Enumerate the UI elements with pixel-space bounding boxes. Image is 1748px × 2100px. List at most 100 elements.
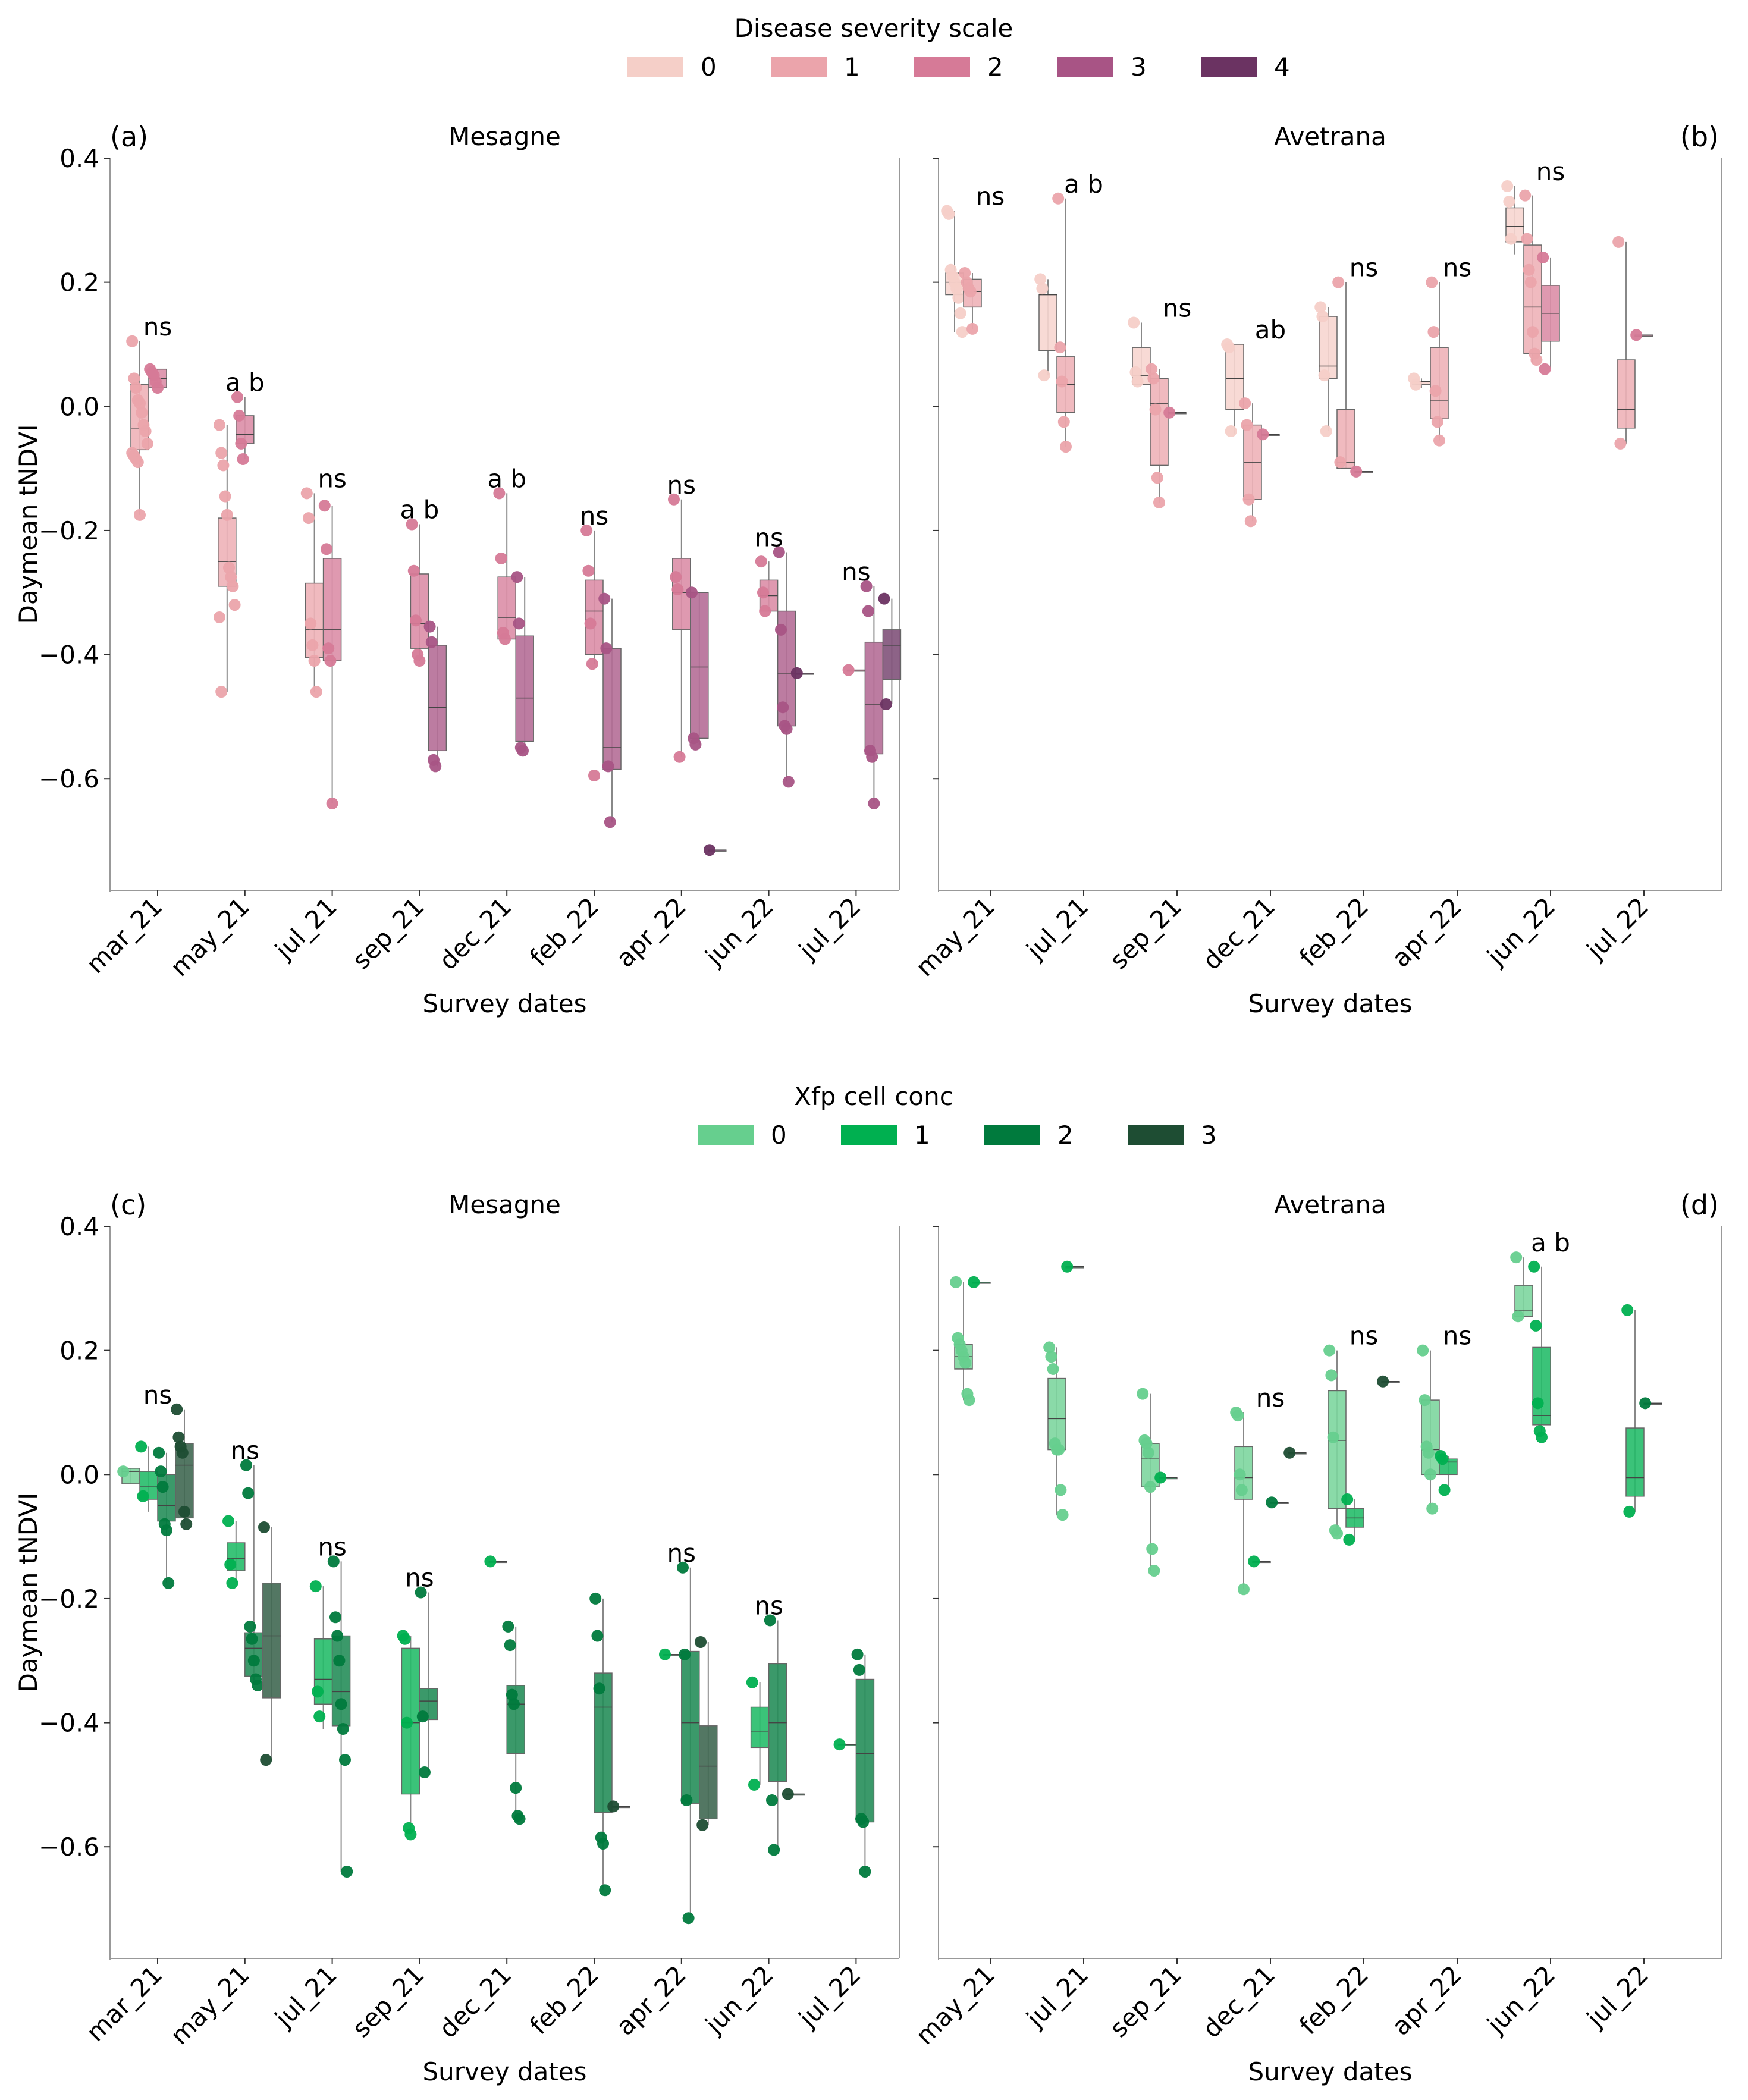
data-point [404,1828,417,1841]
data-point [868,797,880,809]
legend-swatch-4 [1201,57,1257,77]
data-point [221,508,233,521]
x-tick-label: dec_21 [434,892,517,975]
box [882,629,902,680]
data-point [1316,310,1329,323]
data-point [225,571,237,583]
data-point [860,580,873,592]
legend-label-1: 1 [914,1120,930,1150]
significance-label: ns [754,523,783,552]
data-point [401,1716,413,1729]
data-point [584,617,597,630]
data-point [244,1620,256,1633]
data-point [952,291,965,304]
data-point [324,655,337,667]
data-point [513,617,525,630]
data-point [759,605,771,617]
data-point [222,1515,234,1527]
data-point [1239,397,1251,410]
data-point [333,1655,346,1667]
data-point [223,561,235,574]
y-axis-label: Daymean tNDVI [14,1493,43,1693]
data-point [588,770,600,782]
data-point [419,1766,431,1779]
data-point [959,1357,972,1369]
data-point [172,1431,185,1443]
data-point [226,1577,238,1589]
data-point [775,623,787,636]
x-axis-label: Survey dates [422,989,586,1018]
box [594,1672,613,1813]
data-point [407,564,420,577]
data-point [337,1723,349,1735]
data-point [413,655,426,667]
box [690,592,709,739]
significance-label: a b [1064,169,1103,199]
data-point [964,285,977,298]
data-point [214,611,225,623]
data-point [327,1555,340,1568]
data-point [963,1394,975,1407]
data-point [782,1788,794,1800]
data-point [252,1679,264,1691]
data-point [176,1446,189,1459]
significance-label: ns [231,1436,260,1465]
data-point [689,738,702,751]
x-tick-label: dec_21 [1197,1960,1281,2044]
data-point [1614,437,1627,450]
data-point [309,1580,322,1593]
legend-swatch-3 [1128,1125,1184,1145]
legend-swatch-2 [914,57,970,77]
data-point [1519,189,1532,202]
significance-label: ns [405,1564,434,1593]
data-point [308,655,321,667]
x-tick-label: sep_21 [1104,1960,1187,2043]
x-axis-label: Survey dates [422,2057,586,2086]
x-tick-label: jul_22 [793,1960,866,2033]
data-point [1612,236,1625,248]
legend-label-3: 3 [1131,52,1147,81]
data-point [1232,1410,1244,1422]
y-tick-label: −0.4 [39,1709,99,1738]
data-point [1630,329,1643,341]
x-tick-label: jun_22 [699,892,779,971]
data-point [1146,363,1158,375]
box [428,645,447,752]
legend-swatch-0 [698,1125,754,1145]
data-point [780,723,793,735]
panel-title: Avetrana [1274,1190,1386,1219]
box [1319,316,1338,379]
data-point [1530,1319,1542,1332]
data-point [1128,316,1140,329]
data-point [161,1524,172,1537]
data-point [335,1698,347,1710]
box [1617,359,1636,429]
data-point [968,1276,980,1288]
data-point [1314,301,1327,313]
data-point [597,1838,609,1850]
legend-xfp-cell-conc: Xfp cell conc 0 1 2 3 [698,1082,1217,1150]
x-tick-label: may_21 [910,1960,1000,2050]
data-point [493,487,506,500]
y-tick-label: −0.2 [39,1584,99,1614]
data-point [215,447,228,459]
data-point [242,1487,255,1499]
data-point [215,686,228,698]
data-point [1433,434,1445,447]
data-point [782,776,795,788]
data-point [790,667,803,679]
data-point [1131,375,1144,388]
data-point [1148,1564,1160,1577]
data-point [425,636,438,648]
data-point [1350,465,1363,478]
data-point [853,1663,865,1676]
data-point [128,372,140,385]
x-tick-label: apr_22 [1386,892,1468,973]
box [864,641,884,755]
x-tick-label: apr_22 [1386,1960,1468,2041]
data-point [880,698,892,711]
data-point [1426,1502,1439,1515]
data-point [134,508,146,521]
data-point [833,1738,846,1751]
legend-label-2: 2 [987,52,1003,81]
